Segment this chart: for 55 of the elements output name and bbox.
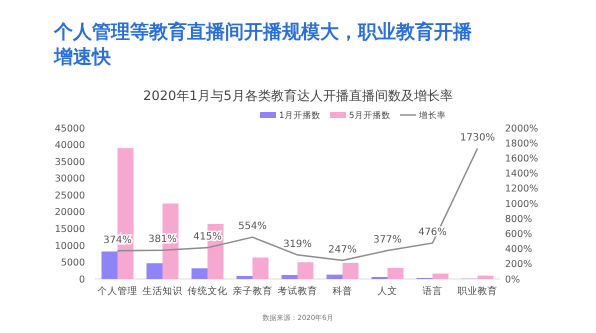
x-tick-label: 传统文化: [188, 285, 228, 297]
y2-tick-label: 1800%: [505, 138, 538, 150]
y-tick-label: 20000: [54, 207, 85, 218]
data-label: 1730%: [460, 132, 495, 144]
x-tick-label: 科普: [332, 285, 352, 297]
bar: [432, 274, 448, 279]
data-label: 377%: [373, 234, 402, 246]
data-label: 554%: [238, 221, 267, 232]
y-tick-label: 25000: [54, 190, 85, 202]
y-tick-label: 40000: [54, 140, 85, 152]
data-label: 247%: [328, 244, 357, 256]
x-tick-label: 亲子教育: [232, 285, 272, 297]
data-label: 415%: [193, 232, 222, 243]
y2-tick-label: 400%: [505, 244, 532, 256]
bar: [388, 268, 404, 279]
bar: [102, 251, 118, 279]
data-label: 374%: [103, 234, 132, 246]
x-tick-label: 个人管理: [98, 285, 138, 297]
x-tick-label: 考试教育: [278, 285, 318, 297]
y2-tick-label: 2000%: [505, 123, 538, 134]
y2-tick-label: 200%: [505, 259, 532, 270]
bar: [478, 276, 494, 279]
y-tick-label: 15000: [54, 224, 85, 235]
x-tick-label: 人文: [378, 285, 398, 297]
data-label: 319%: [283, 238, 312, 250]
y-tick-label: 35000: [54, 156, 85, 168]
y2-tick-label: 1200%: [505, 184, 538, 195]
bar: [252, 258, 268, 279]
bar: [146, 263, 162, 279]
y-tick-label: 0: [78, 274, 85, 286]
y-tick-label: 30000: [54, 174, 85, 185]
legend-label: 1月开播数: [279, 110, 320, 121]
legend-label: 增长率: [418, 110, 446, 121]
y2-tick-label: 1600%: [505, 154, 538, 165]
bar: [236, 276, 252, 279]
legend-label: 5月开播数: [349, 110, 390, 121]
bar: [342, 262, 358, 279]
y2-tick-label: 0%: [505, 274, 520, 286]
y2-tick-label: 600%: [505, 229, 532, 240]
x-tick-label: 职业教育: [458, 285, 498, 297]
bar: [192, 268, 208, 279]
data-label: 381%: [148, 234, 177, 246]
bar: [326, 274, 342, 279]
bar: [298, 262, 314, 279]
x-tick-label: 语言: [422, 285, 442, 297]
chart-title: 个人管理等教育直播间开播规模大，职业教育开播增速快: [53, 21, 473, 68]
y2-tick-label: 800%: [505, 214, 532, 225]
y-tick-label: 10000: [54, 240, 85, 252]
y2-tick-label: 1000%: [505, 198, 538, 210]
x-tick-label: 生活知识: [142, 285, 182, 297]
y2-tick-label: 1400%: [505, 168, 538, 180]
bar: [282, 274, 298, 279]
chart-subtitle: 2020年1月与5月各类教育达人开播直播间数及增长率: [143, 88, 453, 104]
y-tick-label: 5000: [60, 258, 85, 269]
y-tick-label: 45000: [54, 123, 85, 134]
